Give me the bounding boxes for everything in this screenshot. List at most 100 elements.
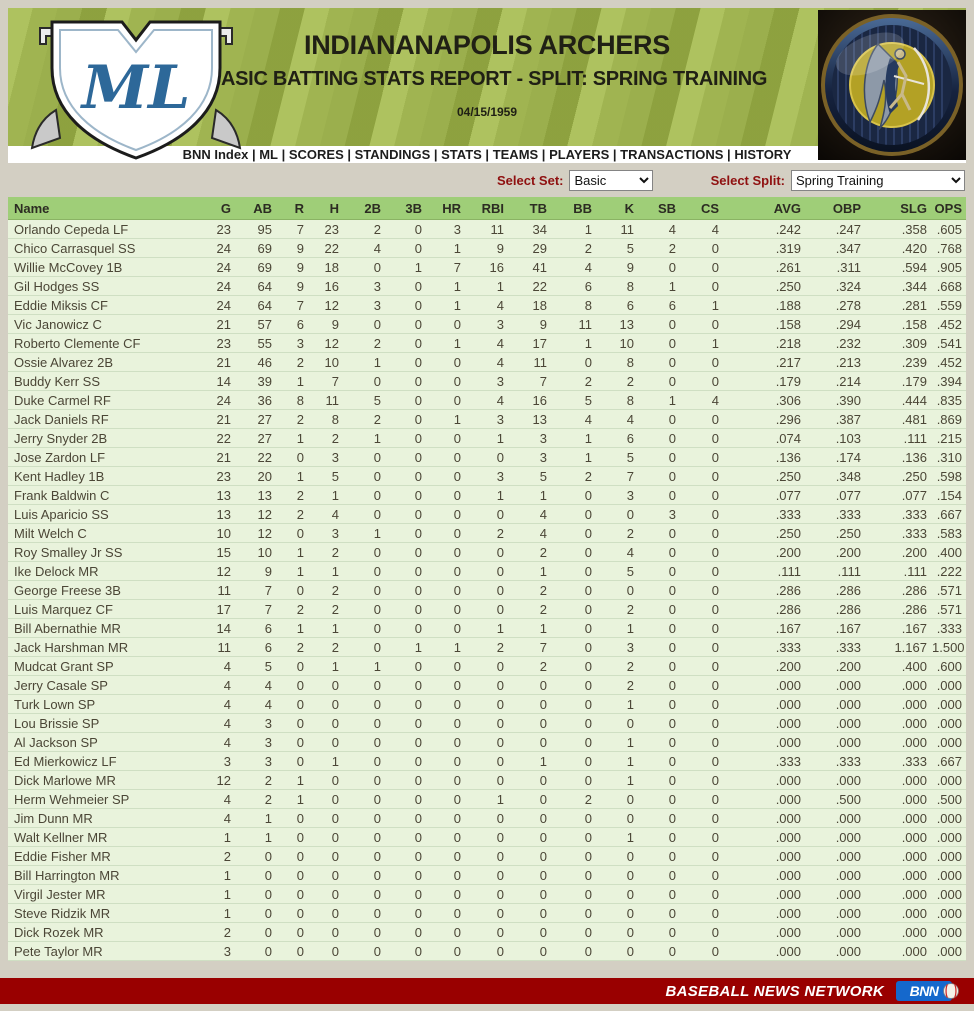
stat-cell: 0 bbox=[276, 922, 308, 942]
stat-cell: 36 bbox=[235, 390, 276, 410]
stat-cell: 0 bbox=[385, 865, 426, 885]
stat-cell: 0 bbox=[308, 732, 343, 752]
stat-cell: 14 bbox=[193, 371, 235, 391]
stat-cell: 13 bbox=[508, 409, 551, 429]
table-header-row: Name G AB R H 2B 3B HR RBI TB BB K SB CS AVG OBP SLG OPS bbox=[8, 197, 966, 220]
stat-cell: 0 bbox=[426, 371, 465, 391]
stat-cell: 7 bbox=[235, 580, 276, 600]
stat-cell: 0 bbox=[551, 542, 596, 562]
nav-link-ml[interactable]: ML bbox=[259, 147, 278, 162]
nav-link-teams[interactable]: TEAMS bbox=[492, 147, 539, 162]
stat-cell: 2 bbox=[551, 789, 596, 809]
stat-cell: 0 bbox=[343, 314, 385, 334]
stat-cell: 4 bbox=[551, 409, 596, 429]
stat-cell: .000 bbox=[805, 694, 865, 714]
table-row: Willie McCovey 1B 24 69 9 18 0 1 7 16 41 4 9 0 0.261.… bbox=[8, 257, 966, 277]
stat-cell: 2 bbox=[596, 675, 638, 695]
stat-cell: 0 bbox=[508, 694, 551, 714]
stat-cell: .333 bbox=[723, 751, 805, 771]
stat-cell: 0 bbox=[385, 466, 426, 486]
stat-cell: 0 bbox=[551, 561, 596, 581]
stat-cell: 0 bbox=[426, 827, 465, 847]
stat-cell: 0 bbox=[551, 637, 596, 657]
stat-cell: 9 bbox=[465, 238, 508, 258]
stat-cell: .136 bbox=[865, 447, 931, 467]
stat-cell: 0 bbox=[465, 732, 508, 752]
set-select[interactable]: Basic bbox=[569, 170, 654, 191]
nav-link-transactions[interactable]: TRANSACTIONS bbox=[620, 147, 724, 162]
stat-cell: .217 bbox=[723, 352, 805, 372]
league-shield-logo: ML bbox=[14, 10, 258, 160]
stat-cell: 0 bbox=[426, 618, 465, 638]
stat-cell: 0 bbox=[638, 466, 680, 486]
stat-cell: .768 bbox=[931, 238, 966, 258]
column-header-3b: 3B bbox=[385, 197, 426, 220]
stat-cell: 69 bbox=[235, 238, 276, 258]
stat-cell: 1 bbox=[193, 884, 235, 904]
stat-cell: 4 bbox=[193, 656, 235, 676]
stat-cell: 0 bbox=[385, 713, 426, 733]
stat-cell: .358 bbox=[865, 219, 931, 239]
player-name-cell: George Freese 3B bbox=[8, 580, 193, 600]
stat-cell: 0 bbox=[596, 865, 638, 885]
stat-cell: .333 bbox=[865, 504, 931, 524]
stat-cell: .261 bbox=[723, 257, 805, 277]
nav-link-history[interactable]: HISTORY bbox=[734, 147, 792, 162]
stat-cell: 0 bbox=[680, 827, 723, 847]
stat-cell: .286 bbox=[723, 599, 805, 619]
stat-cell: .000 bbox=[723, 941, 805, 961]
stat-cell: 0 bbox=[465, 580, 508, 600]
player-name-cell: Steve Ridzik MR bbox=[8, 903, 193, 923]
nav-link-scores[interactable]: SCORES bbox=[288, 147, 344, 162]
table-row: Ed Mierkowicz LF 3 3 0 1 0 0 0 0 1 0 1 0 0.333.333.33… bbox=[8, 751, 966, 771]
stat-cell: 0 bbox=[680, 504, 723, 524]
stat-cell: 0 bbox=[385, 675, 426, 695]
stat-cell: 9 bbox=[276, 238, 308, 258]
stat-cell: .452 bbox=[931, 314, 966, 334]
stat-cell: 7 bbox=[508, 637, 551, 657]
stat-cell: 0 bbox=[276, 808, 308, 828]
stat-cell: 1 bbox=[308, 751, 343, 771]
stat-cell: 1 bbox=[465, 276, 508, 296]
stat-cell: 2 bbox=[596, 523, 638, 543]
stat-cell: 0 bbox=[596, 941, 638, 961]
stat-cell: 0 bbox=[680, 903, 723, 923]
nav-separator: | bbox=[609, 147, 621, 162]
table-row: Jack Harshman MR 11 6 2 2 0 1 1 2 7 0 3 0 0.333.333 1.… bbox=[8, 637, 966, 657]
stat-cell: 0 bbox=[426, 428, 465, 448]
stat-cell: .835 bbox=[931, 390, 966, 410]
stat-cell: .174 bbox=[805, 447, 865, 467]
stat-cell: 2 bbox=[508, 656, 551, 676]
stat-cell: 0 bbox=[343, 561, 385, 581]
stat-cell: 0 bbox=[385, 922, 426, 942]
stat-cell: .000 bbox=[865, 675, 931, 695]
nav-separator: | bbox=[277, 147, 289, 162]
stat-cell: .541 bbox=[931, 333, 966, 353]
player-name-cell: Pete Taylor MR bbox=[8, 941, 193, 961]
nav-link-bnn-index[interactable]: BNN Index bbox=[182, 147, 249, 162]
stat-cell: 1 bbox=[426, 409, 465, 429]
stat-cell: .000 bbox=[723, 770, 805, 790]
split-select[interactable]: Spring Training bbox=[791, 170, 965, 191]
stat-cell: .000 bbox=[865, 865, 931, 885]
stat-cell: 0 bbox=[551, 656, 596, 676]
stat-cell: 0 bbox=[638, 580, 680, 600]
stat-cell: 0 bbox=[426, 808, 465, 828]
stat-cell: 0 bbox=[308, 922, 343, 942]
stat-cell: 0 bbox=[680, 808, 723, 828]
player-name-cell: Walt Kellner MR bbox=[8, 827, 193, 847]
stat-cell: 0 bbox=[551, 884, 596, 904]
stat-cell: 24 bbox=[193, 295, 235, 315]
nav-link-stats[interactable]: STATS bbox=[441, 147, 482, 162]
bnn-logo: BNN bbox=[896, 981, 959, 1001]
stat-cell: 0 bbox=[680, 865, 723, 885]
stat-cell: 0 bbox=[343, 713, 385, 733]
nav-link-players[interactable]: PLAYERS bbox=[549, 147, 610, 162]
player-name-cell: Willie McCovey 1B bbox=[8, 257, 193, 277]
stat-cell: 0 bbox=[551, 485, 596, 505]
stat-cell: .000 bbox=[805, 713, 865, 733]
table-row: Pete Taylor MR 3 0 0 0 0 0 0 0 0 0 0 0 0.000.000.000.… bbox=[8, 941, 966, 961]
player-name-cell: Orlando Cepeda LF bbox=[8, 219, 193, 239]
nav-link-standings[interactable]: STANDINGS bbox=[354, 147, 431, 162]
stat-cell: 3 bbox=[308, 523, 343, 543]
